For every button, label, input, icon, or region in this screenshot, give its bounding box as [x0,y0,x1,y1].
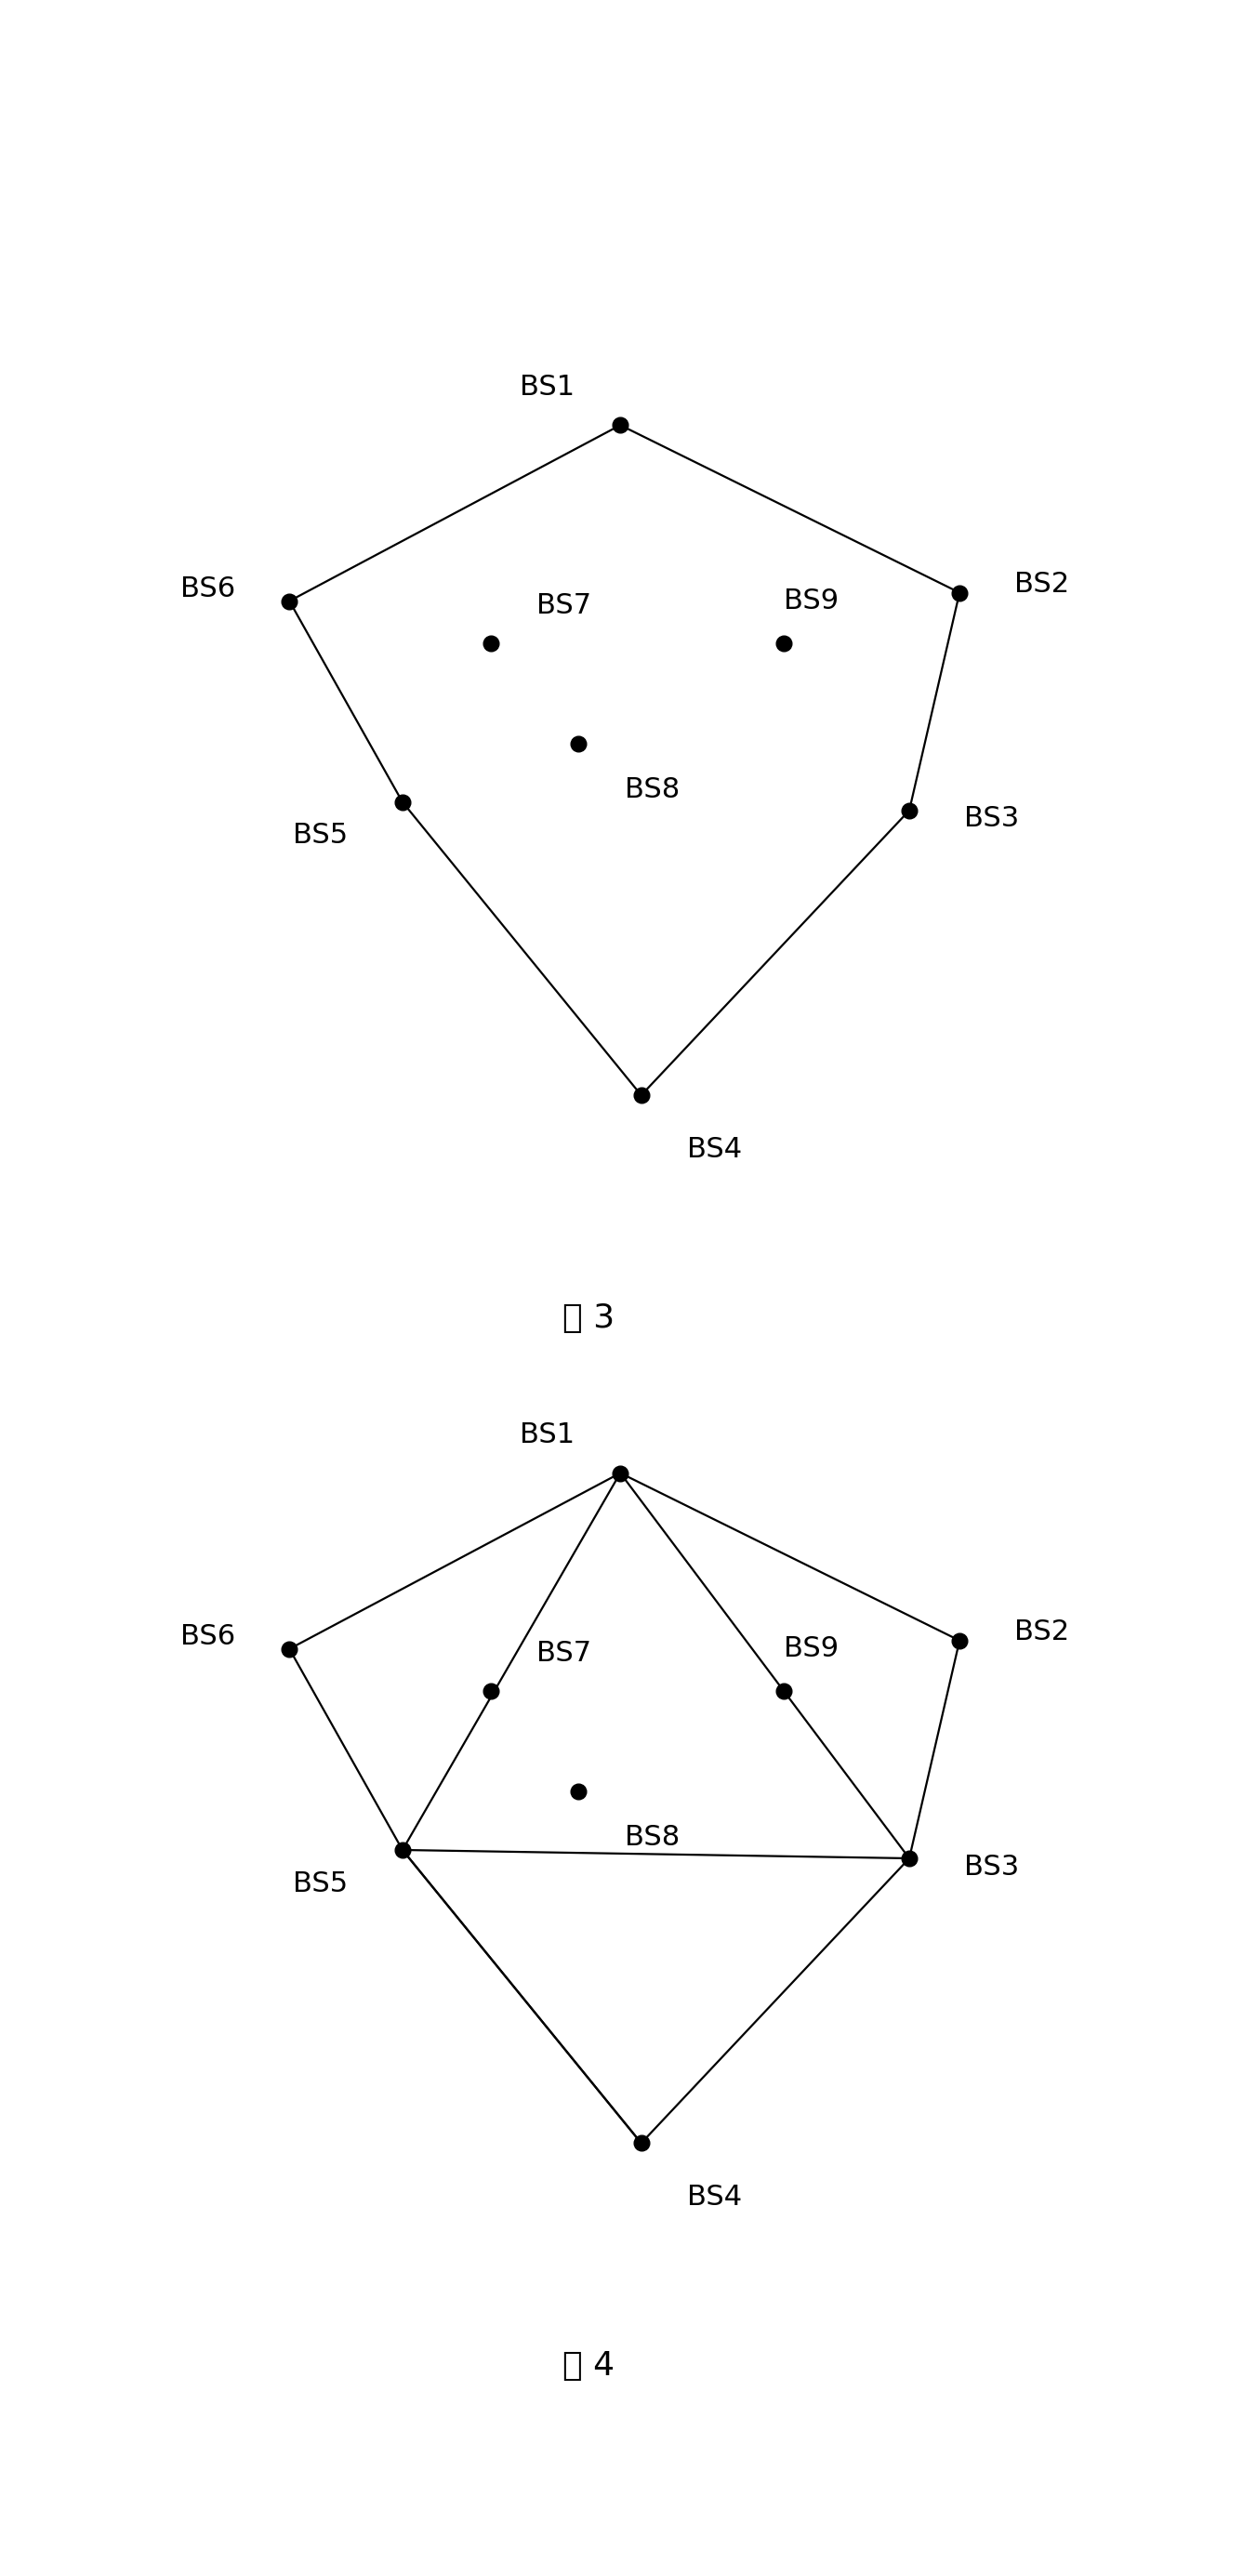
Text: BS8: BS8 [624,1824,680,1852]
Text: 图 4: 图 4 [563,2349,615,2383]
Text: BS9: BS9 [783,587,839,616]
Text: BS1: BS1 [520,1422,574,1448]
Text: BS3: BS3 [963,1852,1019,1880]
Text: BS4: BS4 [687,2184,742,2210]
Text: BS2: BS2 [1014,572,1069,598]
Text: BS4: BS4 [687,1136,742,1164]
Text: 图 3: 图 3 [563,1301,615,1334]
Text: BS5: BS5 [293,1870,348,1896]
Text: BS6: BS6 [180,1623,235,1649]
Text: BS1: BS1 [520,374,574,402]
Text: BS3: BS3 [963,806,1019,832]
Text: BS9: BS9 [783,1636,839,1662]
Text: BS8: BS8 [624,775,680,804]
Text: BS7: BS7 [537,1641,592,1667]
Text: BS2: BS2 [1014,1618,1069,1646]
Text: BS7: BS7 [537,592,592,618]
Text: BS5: BS5 [293,822,348,850]
Text: BS6: BS6 [180,574,235,603]
